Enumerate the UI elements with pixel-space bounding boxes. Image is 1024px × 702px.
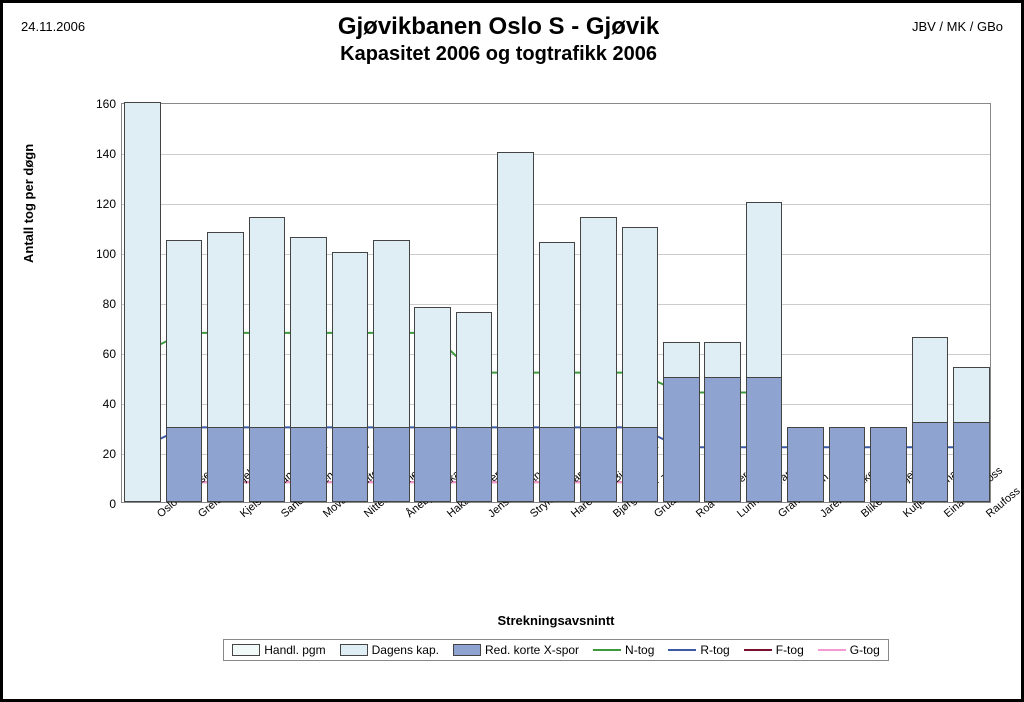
x-tick-label: Bliken - Kutjern	[859, 511, 867, 520]
x-tick-label: Raufoss - Gjøvik Hbf	[984, 511, 992, 520]
bar-red-korte-x-spor	[539, 427, 575, 502]
legend-item: Red. korte X-spor	[453, 643, 579, 657]
chart-title-1: Gjøvikbanen Oslo S - Gjøvik	[85, 13, 912, 41]
bar-red-korte-x-spor	[953, 422, 989, 502]
bar-red-korte-x-spor	[580, 427, 616, 502]
legend-label: N-tog	[625, 643, 654, 657]
chart-title-2: Kapasitet 2006 og togtrafikk 2006	[85, 43, 912, 66]
legend-item: G-tog	[818, 643, 880, 657]
y-tick: 80	[103, 297, 116, 311]
bar-red-korte-x-spor	[414, 427, 450, 502]
x-tick-label: Sandemosen - Movatn	[279, 511, 287, 520]
bar-red-korte-x-spor	[870, 427, 906, 502]
legend-item: F-tog	[744, 643, 804, 657]
x-tick-label: Gran - Jaren	[776, 511, 784, 520]
y-axis-label: Antall tog per døgn	[21, 144, 36, 263]
bar-red-korte-x-spor	[373, 427, 409, 502]
bar-red-korte-x-spor	[456, 427, 492, 502]
legend-label: Dagens kap.	[372, 643, 439, 657]
y-tick: 60	[103, 347, 116, 361]
bar-red-korte-x-spor	[166, 427, 202, 502]
legend-item: R-tog	[668, 643, 729, 657]
plot-area: 020406080100120140160	[121, 103, 991, 503]
x-tick-label: Movatn - Nittedal	[321, 511, 329, 520]
legend-label: G-tog	[850, 643, 880, 657]
x-tick-label: Grefsen - Kjelsås	[196, 511, 204, 520]
bar-red-korte-x-spor	[622, 427, 658, 502]
bar-red-korte-x-spor	[912, 422, 948, 502]
page-frame: 24.11.2006 Gjøvikbanen Oslo S - Gjøvik K…	[0, 0, 1024, 702]
x-tick-label: Harestua - Bjørgeseter	[569, 511, 577, 520]
legend-label: Red. korte X-spor	[485, 643, 579, 657]
bar-red-korte-x-spor	[497, 427, 533, 502]
x-tick-label: Eina - Raufoss	[942, 511, 950, 520]
legend-item: Dagens kap.	[340, 643, 439, 657]
x-tick-label: Lunner - Gran	[735, 511, 743, 520]
x-tick-label: Oslo - Grefsen	[155, 511, 163, 520]
bar-red-korte-x-spor	[249, 427, 285, 502]
source-label: JBV / MK / GBo	[912, 19, 1003, 34]
bar-red-korte-x-spor	[787, 427, 823, 502]
legend-line	[668, 649, 696, 651]
header: 24.11.2006 Gjøvikbanen Oslo S - Gjøvik K…	[21, 13, 1003, 66]
x-tick-label: Bjørgeseter - Grua	[611, 511, 619, 520]
x-labels: Oslo - Grefsen Grefsen - Kjelsås Kjelsås -…	[121, 507, 991, 617]
legend-swatch	[340, 644, 368, 656]
bar-red-korte-x-spor	[746, 377, 782, 502]
title-block: Gjøvikbanen Oslo S - Gjøvik Kapasitet 20…	[85, 13, 912, 66]
x-tick-label: Stryken - Harestua	[528, 511, 536, 520]
chart: 020406080100120140160 Oslo - Grefsen Gref…	[63, 103, 1003, 603]
legend-swatch	[232, 644, 260, 656]
legend-box: Handl. pgm Dagens kap. Red. korte X-spor N-…	[223, 639, 889, 661]
y-tick: 40	[103, 397, 116, 411]
legend-line	[818, 649, 846, 651]
legend-line	[744, 649, 772, 651]
y-tick: 20	[103, 447, 116, 461]
bar-red-korte-x-spor	[290, 427, 326, 502]
x-tick-label: Jensrud - Stryken	[486, 511, 494, 520]
x-tick-label: Jaren - Bleiken	[818, 511, 826, 520]
date-label: 24.11.2006	[21, 19, 85, 34]
x-tick-label: Nittedal - Åneby	[362, 511, 370, 520]
x-tick-label: Kutjern - Eina	[901, 511, 909, 520]
y-tick: 120	[96, 197, 116, 211]
y-tick: 140	[96, 147, 116, 161]
x-tick-label: Hakadal - Jensrud	[445, 511, 453, 520]
bar-red-korte-x-spor	[704, 377, 740, 502]
bar-group	[122, 104, 990, 502]
legend-label: Handl. pgm	[264, 643, 325, 657]
legend: Handl. pgm Dagens kap. Red. korte X-spor N-…	[121, 639, 991, 661]
bar-red-korte-x-spor	[207, 427, 243, 502]
bar-red-korte-x-spor	[829, 427, 865, 502]
y-tick: 160	[96, 97, 116, 111]
x-tick-label: Grua - Roa	[652, 511, 660, 520]
legend-label: F-tog	[776, 643, 804, 657]
legend-line	[593, 649, 621, 651]
y-tick: 100	[96, 247, 116, 261]
bar-red-korte-x-spor	[332, 427, 368, 502]
x-tick-label: Kjelsås - Sandemosen	[238, 511, 246, 520]
legend-item: Handl. pgm	[232, 643, 325, 657]
bar-dagens-kap-	[124, 102, 160, 502]
x-axis-label: Strekningsavsnintt	[121, 613, 991, 628]
bar-red-korte-x-spor	[663, 377, 699, 502]
legend-swatch	[453, 644, 481, 656]
y-tick: 0	[109, 497, 116, 511]
legend-item: N-tog	[593, 643, 654, 657]
x-tick-label: Åneby - Hakadal	[404, 511, 412, 520]
x-tick-label: Roa - Lunner	[694, 511, 702, 520]
legend-label: R-tog	[700, 643, 729, 657]
